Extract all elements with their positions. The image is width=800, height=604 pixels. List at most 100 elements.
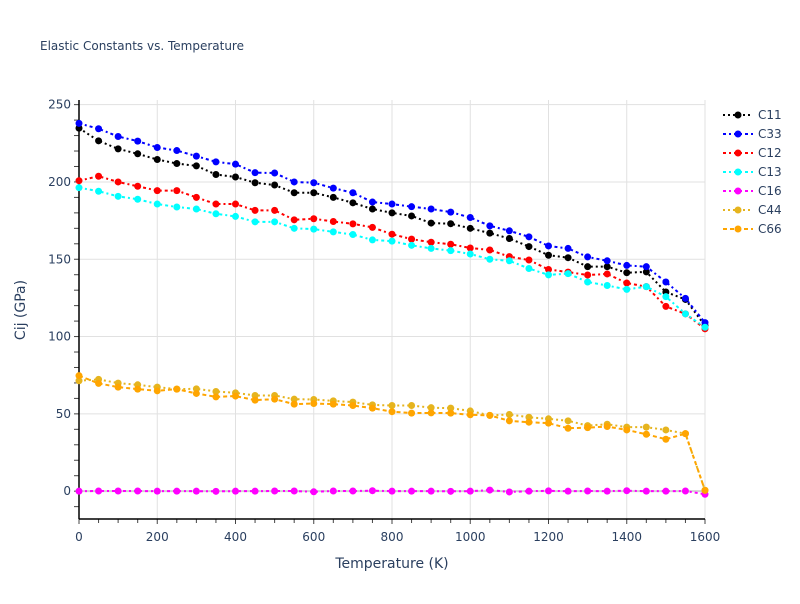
data-point-c11[interactable]: [466, 224, 474, 232]
series-c66[interactable]: [75, 372, 709, 494]
data-point-c13[interactable]: [114, 192, 122, 200]
data-point-c66[interactable]: [427, 409, 435, 417]
legend[interactable]: C11 C33 C12 C13 C16 C44 C66: [723, 108, 782, 236]
data-point-c66[interactable]: [75, 372, 83, 380]
data-point-c11[interactable]: [75, 124, 83, 132]
data-point-c16[interactable]: [153, 487, 161, 495]
data-point-c12[interactable]: [251, 206, 259, 214]
data-point-c33[interactable]: [349, 189, 357, 197]
data-point-c11[interactable]: [329, 193, 337, 201]
data-point-c66[interactable]: [192, 389, 200, 397]
data-point-c66[interactable]: [232, 392, 239, 400]
data-point-c33[interactable]: [545, 242, 552, 250]
data-point-c16[interactable]: [525, 487, 533, 495]
data-point-c44[interactable]: [447, 404, 455, 412]
data-point-c16[interactable]: [466, 487, 474, 495]
data-point-c13[interactable]: [408, 241, 416, 249]
data-point-c16[interactable]: [290, 487, 298, 495]
data-point-c11[interactable]: [153, 156, 161, 164]
data-point-c13[interactable]: [251, 218, 259, 226]
data-point-c33[interactable]: [388, 200, 396, 208]
data-point-c11[interactable]: [427, 219, 435, 227]
data-point-c16[interactable]: [486, 486, 494, 494]
data-point-c66[interactable]: [114, 383, 122, 391]
data-point-c44[interactable]: [662, 426, 670, 434]
data-point-c66[interactable]: [310, 400, 318, 408]
data-point-c12[interactable]: [349, 220, 357, 228]
data-point-c11[interactable]: [408, 212, 416, 220]
data-point-c33[interactable]: [212, 158, 220, 166]
data-point-c33[interactable]: [75, 119, 83, 127]
data-point-c12[interactable]: [95, 172, 103, 180]
data-point-c11[interactable]: [623, 269, 631, 277]
data-point-c66[interactable]: [447, 409, 455, 417]
data-point-c66[interactable]: [368, 404, 376, 412]
data-point-c13[interactable]: [192, 205, 200, 213]
data-point-c13[interactable]: [681, 310, 689, 318]
data-point-c12[interactable]: [232, 200, 239, 208]
legend-item-c13[interactable]: C13: [723, 165, 782, 179]
data-point-c12[interactable]: [584, 271, 592, 279]
legend-item-c12[interactable]: C12: [723, 146, 782, 160]
legend-item-c11[interactable]: C11: [723, 108, 782, 122]
data-point-c13[interactable]: [427, 244, 435, 252]
data-point-c66[interactable]: [271, 395, 279, 403]
data-point-c11[interactable]: [134, 150, 142, 158]
data-point-c11[interactable]: [505, 235, 513, 243]
data-point-c13[interactable]: [310, 225, 318, 233]
data-point-c12[interactable]: [427, 238, 435, 246]
data-point-c16[interactable]: [408, 487, 416, 495]
data-point-c13[interactable]: [466, 250, 474, 258]
data-point-c12[interactable]: [486, 246, 494, 254]
data-point-c16[interactable]: [173, 487, 181, 495]
data-point-c13[interactable]: [368, 236, 376, 244]
data-point-c13[interactable]: [349, 231, 357, 239]
legend-item-c66[interactable]: C66: [723, 222, 782, 236]
data-point-c13[interactable]: [505, 257, 513, 265]
data-point-c12[interactable]: [75, 177, 83, 185]
data-point-c12[interactable]: [408, 235, 416, 243]
data-point-c12[interactable]: [212, 200, 220, 208]
data-point-c11[interactable]: [388, 209, 396, 217]
data-point-c33[interactable]: [232, 160, 239, 168]
data-point-c44[interactable]: [408, 402, 416, 410]
data-point-c33[interactable]: [681, 294, 689, 302]
data-point-c16[interactable]: [114, 487, 122, 495]
data-point-c16[interactable]: [681, 487, 689, 495]
data-point-c44[interactable]: [525, 413, 533, 421]
data-point-c11[interactable]: [447, 220, 455, 228]
data-point-c33[interactable]: [603, 257, 611, 265]
data-point-c13[interactable]: [701, 323, 709, 331]
data-point-c13[interactable]: [75, 184, 83, 192]
data-point-c33[interactable]: [564, 244, 572, 252]
data-point-c33[interactable]: [486, 222, 494, 230]
data-point-c13[interactable]: [271, 218, 279, 226]
data-point-c33[interactable]: [584, 253, 592, 261]
data-point-c66[interactable]: [603, 423, 611, 431]
data-point-c33[interactable]: [173, 147, 181, 155]
data-point-c11[interactable]: [310, 189, 318, 197]
series-c13[interactable]: [75, 184, 709, 331]
data-point-c12[interactable]: [271, 206, 279, 214]
data-point-c33[interactable]: [153, 143, 161, 151]
series-c33[interactable]: [75, 119, 709, 327]
data-point-c11[interactable]: [173, 160, 181, 168]
data-point-c16[interactable]: [642, 487, 650, 495]
data-point-c13[interactable]: [564, 270, 572, 278]
data-point-c12[interactable]: [173, 187, 181, 195]
data-point-c33[interactable]: [525, 233, 533, 241]
data-point-c44[interactable]: [290, 395, 298, 403]
data-point-c16[interactable]: [584, 487, 592, 495]
data-point-c66[interactable]: [134, 385, 142, 393]
data-point-c13[interactable]: [388, 237, 396, 245]
data-point-c12[interactable]: [466, 244, 474, 252]
data-point-c66[interactable]: [701, 486, 709, 494]
data-point-c16[interactable]: [232, 487, 239, 495]
data-point-c13[interactable]: [134, 195, 142, 203]
data-point-c12[interactable]: [114, 178, 122, 186]
data-point-c12[interactable]: [545, 265, 552, 273]
data-point-c12[interactable]: [388, 230, 396, 238]
data-point-c33[interactable]: [623, 261, 631, 269]
data-point-c33[interactable]: [114, 132, 122, 140]
data-point-c11[interactable]: [212, 171, 220, 179]
